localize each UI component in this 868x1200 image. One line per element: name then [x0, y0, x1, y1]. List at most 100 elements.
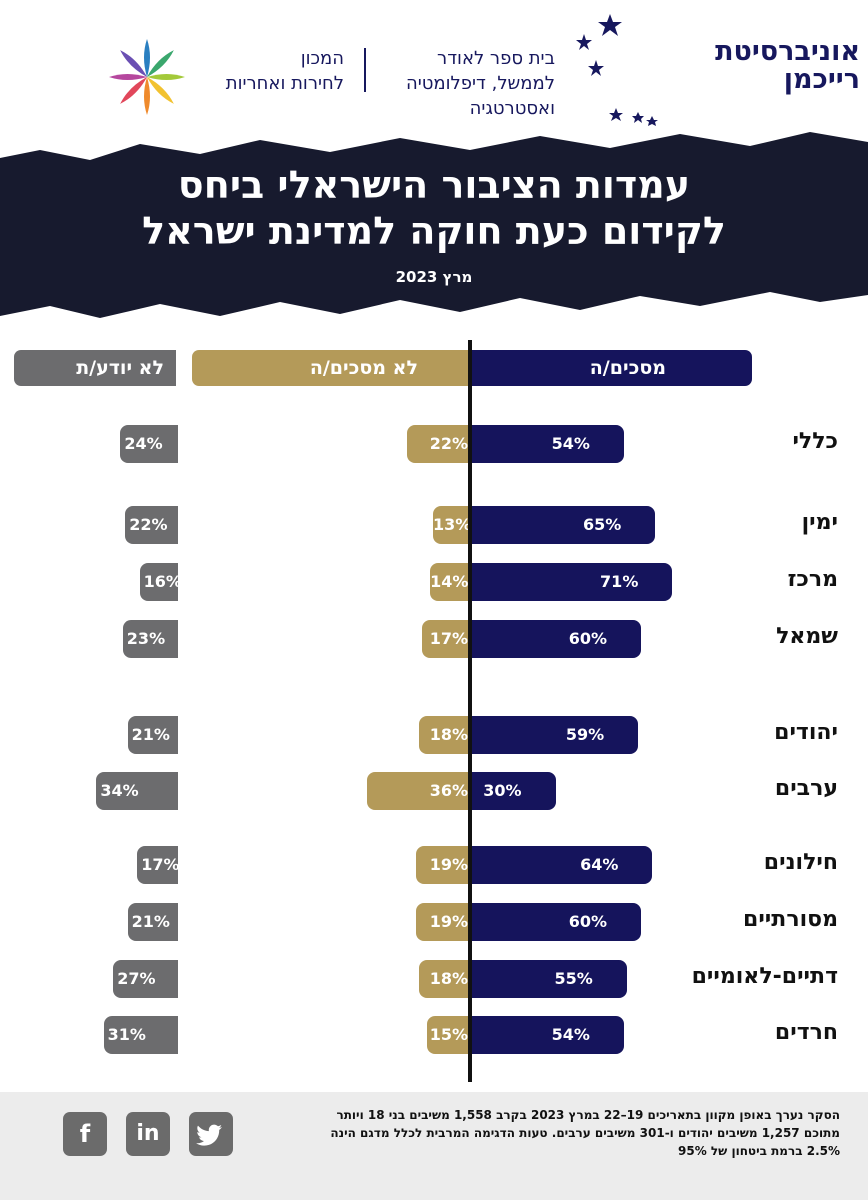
disagree-value-label: 36% [429, 781, 468, 800]
agree-bar: 71% [470, 563, 673, 601]
category-label: מרכז [787, 567, 838, 592]
dont-know-value-label: 23% [126, 629, 166, 648]
dont-know-value-label: 27% [117, 969, 156, 988]
agree-bar: 54% [470, 425, 624, 463]
methodology-note: הסקר נערך באופן מקוון בתאריכים 19–22 במר… [300, 1106, 840, 1160]
disagree-value-label: 18% [429, 969, 468, 988]
legend-agree: מסכים/ה [472, 350, 752, 386]
survey-date: מרץ 2023 [395, 268, 473, 286]
note-line: מתוכם 1,257 משיבים יהודים ו-301 משיבים ע… [330, 1126, 840, 1140]
dont-know-value-label: 21% [131, 912, 170, 931]
category-label: שמאל [776, 624, 838, 649]
university-name-line: אוניברסיטת [715, 36, 860, 67]
category-label: ימין [801, 510, 838, 535]
university-name: אוניברסיטת רייכמן [715, 38, 860, 94]
disagree-value-label: 19% [429, 855, 468, 874]
category-label: כללי [792, 429, 838, 454]
disagree-value-label: 18% [429, 725, 468, 744]
disagree-value-label: 14% [430, 572, 469, 591]
school-name-line: בית ספר לאודר [437, 48, 555, 69]
page-title: עמדות הציבור הישראלי ביחס לקידום כעת חוק… [0, 162, 868, 254]
institute-name-line: לחירות ואחריות [225, 73, 344, 94]
category-label: חילונים [763, 850, 838, 875]
note-line: 2.5% ברמת ביטחון של 95% [678, 1144, 840, 1158]
title-banner [0, 132, 868, 318]
legend-dont-know: לא יודע/ת [14, 350, 176, 386]
linkedin-icon[interactable]: in [126, 1112, 170, 1156]
dont-know-bar: 27% [113, 960, 178, 998]
twitter-bird-glyph [196, 1124, 222, 1146]
facebook-icon[interactable]: f [63, 1112, 107, 1156]
disagree-bar: 14% [430, 563, 470, 601]
agree-value-label: 64% [580, 855, 619, 874]
header-divider [364, 48, 366, 92]
dont-know-value-label: 31% [107, 1025, 146, 1044]
dont-know-value-label: 22% [129, 515, 168, 534]
agree-value-label: 30% [483, 781, 522, 800]
dont-know-bar: 16% [139, 563, 182, 601]
university-name-line: רייכמן [783, 64, 860, 95]
school-name-line: ואסטרטגיה [469, 98, 555, 119]
legend-disagree: לא מסכים/ה [192, 350, 468, 386]
agree-value-label: 65% [582, 515, 622, 534]
agree-bar: 55% [470, 960, 627, 998]
disagree-bar: 17% [421, 620, 470, 658]
institute-logo-icon [109, 39, 185, 115]
disagree-value-label: 22% [429, 434, 468, 453]
dont-know-bar: 34% [96, 772, 178, 810]
agree-bar: 60% [470, 620, 641, 658]
agree-bar: 59% [470, 716, 639, 754]
dont-know-bar: 21% [127, 903, 178, 941]
dont-know-bar: 31% [103, 1016, 178, 1054]
disagree-value-label: 13% [432, 515, 472, 534]
disagree-bar: 19% [415, 903, 470, 941]
agree-bar: 64% [470, 846, 653, 884]
dont-know-bar: 23% [122, 620, 178, 658]
dont-know-bar: 24% [120, 425, 178, 463]
agree-value-label: 55% [554, 969, 593, 988]
agree-value-label: 60% [568, 912, 607, 931]
agree-value-label: 54% [551, 434, 590, 453]
dont-know-value-label: 17% [141, 855, 180, 874]
category-label: ערבים [774, 776, 838, 801]
twitter-icon[interactable] [189, 1112, 233, 1156]
disagree-bar: 18% [418, 960, 470, 998]
agree-value-label: 59% [565, 725, 605, 744]
category-label: מסורתיים [743, 907, 838, 932]
university-logo-stars [576, 14, 658, 126]
agree-bar: 54% [470, 1016, 624, 1054]
title-line: לקידום כעת חוקה למדינת ישראל [142, 209, 726, 253]
category-label: דתיים-לאומיים [691, 964, 838, 989]
disagree-bar: 22% [407, 425, 470, 463]
agree-value-label: 60% [568, 629, 607, 648]
category-label: חרדים [774, 1020, 838, 1045]
disagree-bar: 18% [418, 716, 470, 754]
category-label: יהודים [774, 720, 838, 745]
dont-know-value-label: 24% [124, 434, 163, 453]
disagree-bar: 36% [367, 772, 470, 810]
disagree-value-label: 15% [429, 1025, 468, 1044]
zero-axis-line [468, 340, 472, 1082]
agree-value-label: 71% [600, 572, 639, 591]
disagree-bar: 19% [415, 846, 470, 884]
agree-bar: 30% [470, 772, 556, 810]
institute-name-line: המכון [300, 48, 344, 69]
dont-know-bar: 17% [137, 846, 180, 884]
agree-value-label: 54% [551, 1025, 590, 1044]
disagree-value-label: 17% [429, 629, 468, 648]
dont-know-bar: 21% [127, 716, 178, 754]
school-name: בית ספר לאודר לממשל, דיפלומטיה ואסטרטגיה [406, 46, 555, 121]
disagree-bar: 15% [427, 1016, 470, 1054]
dont-know-value-label: 34% [100, 781, 139, 800]
title-line: עמדות הציבור הישראלי ביחס [177, 163, 691, 207]
agree-bar: 65% [470, 506, 656, 544]
school-name-line: לממשל, דיפלומטיה [405, 73, 555, 94]
disagree-value-label: 19% [429, 912, 468, 931]
agree-bar: 60% [470, 903, 641, 941]
institute-name: המכון לחירות ואחריות [226, 46, 344, 96]
disagree-bar: 13% [432, 506, 472, 544]
dont-know-bar: 22% [125, 506, 178, 544]
note-line: הסקר נערך באופן מקוון בתאריכים 19–22 במר… [336, 1108, 841, 1122]
legend-disagree-label: לא מסכים/ה [309, 357, 418, 379]
dont-know-value-label: 16% [143, 572, 182, 591]
